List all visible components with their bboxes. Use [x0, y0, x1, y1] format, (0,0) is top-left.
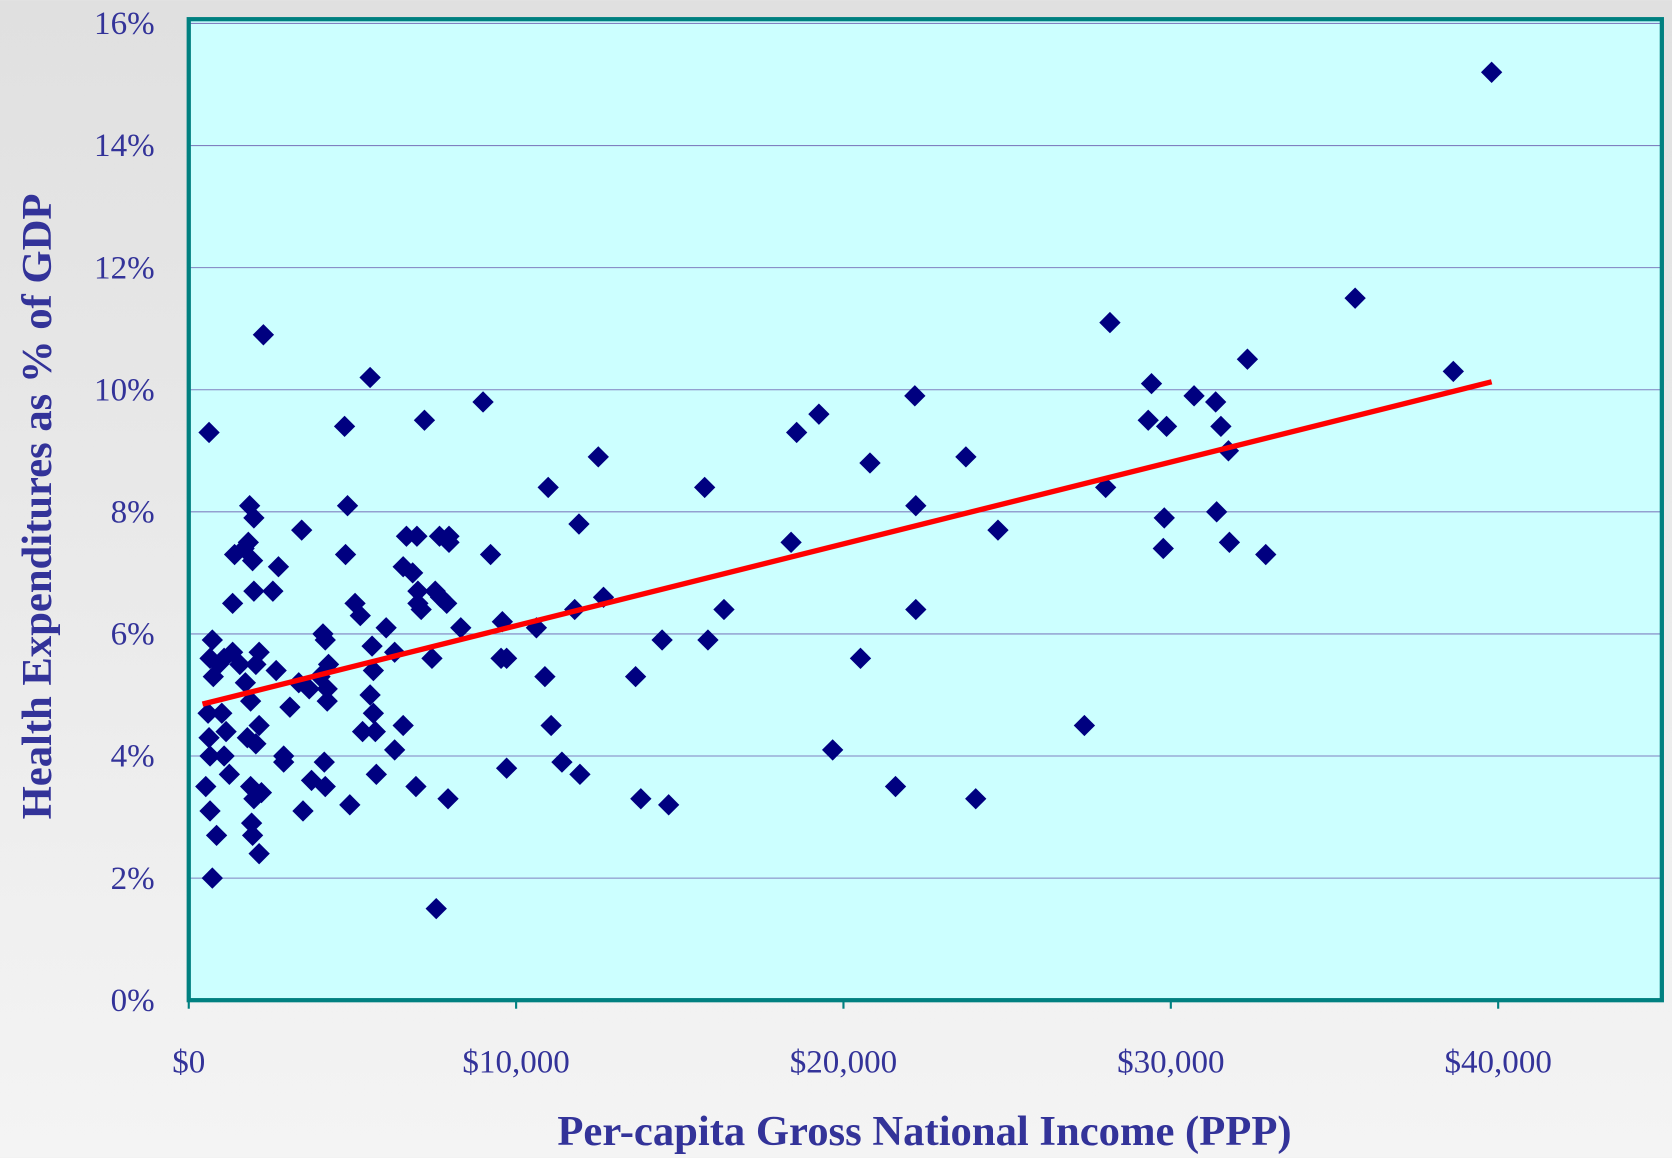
point [587, 446, 609, 468]
point [336, 495, 359, 517]
plot-border [186, 17, 1664, 1003]
x-tick-label: $0 [172, 1045, 205, 1081]
point [407, 592, 429, 615]
point [569, 763, 591, 785]
trend-line [201, 379, 1493, 707]
point [1210, 415, 1232, 438]
point [234, 672, 257, 694]
point [697, 629, 719, 651]
point [1480, 61, 1503, 83]
point [349, 604, 371, 627]
point [201, 867, 223, 889]
x-tick-label: $40,000 [1444, 1045, 1551, 1081]
point [1442, 360, 1464, 383]
point [334, 543, 357, 566]
x-tick-label: $10,000 [462, 1045, 569, 1081]
point [383, 739, 406, 761]
point [267, 556, 290, 578]
point [237, 531, 259, 554]
point [279, 696, 301, 718]
point [238, 495, 261, 517]
point [495, 647, 518, 669]
point [339, 794, 361, 816]
point [316, 690, 338, 712]
point [1155, 415, 1178, 438]
point [314, 629, 336, 651]
y-tick-label: 6% [111, 617, 155, 653]
y-tick-label: 14% [94, 128, 155, 164]
point [365, 763, 387, 785]
point [479, 543, 502, 566]
point [413, 409, 436, 431]
y-tick-label: 8% [111, 494, 155, 530]
point [205, 824, 228, 847]
point [438, 531, 460, 554]
y-tick-label: 12% [94, 250, 155, 286]
point [199, 800, 221, 822]
point [495, 757, 518, 779]
point [1137, 409, 1159, 431]
point [314, 775, 336, 798]
point [551, 751, 573, 773]
point [273, 751, 295, 773]
point [402, 562, 424, 584]
point [392, 714, 414, 737]
x-tick-label: $30,000 [1117, 1045, 1224, 1081]
point [651, 629, 673, 651]
point [472, 391, 494, 413]
x-tick-label: $20,000 [790, 1045, 897, 1081]
point [859, 452, 881, 474]
point [1099, 311, 1121, 334]
point [240, 812, 263, 834]
point [201, 629, 223, 651]
point [785, 421, 808, 444]
point [198, 421, 220, 444]
point [298, 678, 320, 700]
point [1140, 372, 1163, 395]
point [218, 763, 241, 785]
point [780, 531, 802, 554]
point [316, 678, 338, 700]
point [361, 635, 383, 657]
point [213, 745, 235, 767]
point [292, 800, 314, 822]
plot-area [188, 19, 1662, 1001]
y-tick-label: 16% [94, 6, 155, 42]
point [808, 403, 830, 425]
point [884, 775, 907, 798]
point [421, 647, 443, 669]
point [405, 775, 427, 798]
point [821, 739, 844, 761]
point [195, 775, 217, 798]
point [694, 476, 716, 499]
y-tick-label: 0% [111, 983, 155, 1019]
point [537, 476, 559, 499]
y-tick-label: 10% [94, 372, 155, 408]
point [199, 745, 221, 767]
point [1152, 537, 1174, 560]
y-tick-label: 2% [111, 861, 155, 897]
point [198, 727, 220, 749]
point [333, 415, 356, 438]
point [540, 714, 562, 737]
point [221, 592, 244, 615]
y-tick-label: 4% [111, 739, 155, 775]
point [657, 794, 680, 816]
x-axis-title: Per-capita Gross National Income (PPP) [557, 1108, 1291, 1155]
point [229, 653, 251, 676]
y-axis-title: Health Expenditures as % of GDP [14, 194, 61, 820]
point [1218, 531, 1241, 554]
point [1073, 714, 1096, 737]
point [955, 446, 977, 468]
point [1255, 543, 1277, 566]
